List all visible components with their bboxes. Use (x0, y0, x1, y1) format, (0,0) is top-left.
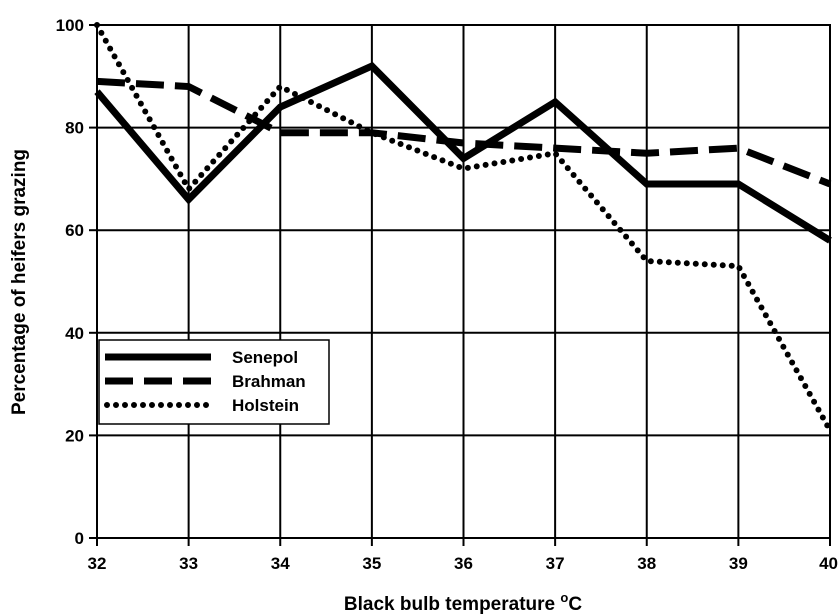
x-tick-label: 33 (179, 554, 198, 573)
plot-frame (96, 24, 831, 539)
series-line-holstein (94, 22, 833, 434)
y-tick-label: 60 (65, 221, 84, 240)
x-tick-label: 35 (362, 554, 381, 573)
x-tick-label: 36 (454, 554, 473, 573)
series-lines (94, 22, 833, 434)
y-tick-label: 40 (65, 324, 84, 343)
series-line-senepol (94, 61, 832, 244)
y-tick-label: 100 (56, 16, 84, 35)
legend: Senepol Brahman Holstein (98, 339, 330, 425)
y-tick-label: 0 (75, 529, 84, 548)
x-axis-label: Black bulb temperature oC (344, 590, 582, 615)
y-tick-label: 80 (65, 119, 84, 138)
x-tick-label: 34 (271, 554, 290, 573)
x-tick-label: 38 (637, 554, 656, 573)
x-axis-label-main: Black bulb temperature (344, 594, 560, 615)
y-tick-label: 20 (65, 426, 84, 445)
x-axis-label-unit: C (568, 594, 582, 615)
grid-lines (89, 24, 831, 546)
y-axis-label: Percentage of heifers grazing (9, 149, 30, 415)
legend-label-brahman: Brahman (232, 372, 306, 391)
x-tick-label: 37 (546, 554, 565, 573)
x-tick-label: 39 (729, 554, 748, 573)
x-axis-label-superscript: o (560, 590, 568, 605)
series-line-brahman (96, 77, 832, 188)
y-tick-labels: 0 20 40 60 80 100 (56, 16, 84, 548)
x-tick-label: 32 (88, 554, 107, 573)
legend-label-holstein: Holstein (232, 396, 299, 415)
x-tick-label: 40 (819, 554, 838, 573)
x-tick-labels: 32 33 34 35 36 37 38 39 40 (88, 554, 838, 573)
legend-label-senepol: Senepol (232, 348, 298, 367)
